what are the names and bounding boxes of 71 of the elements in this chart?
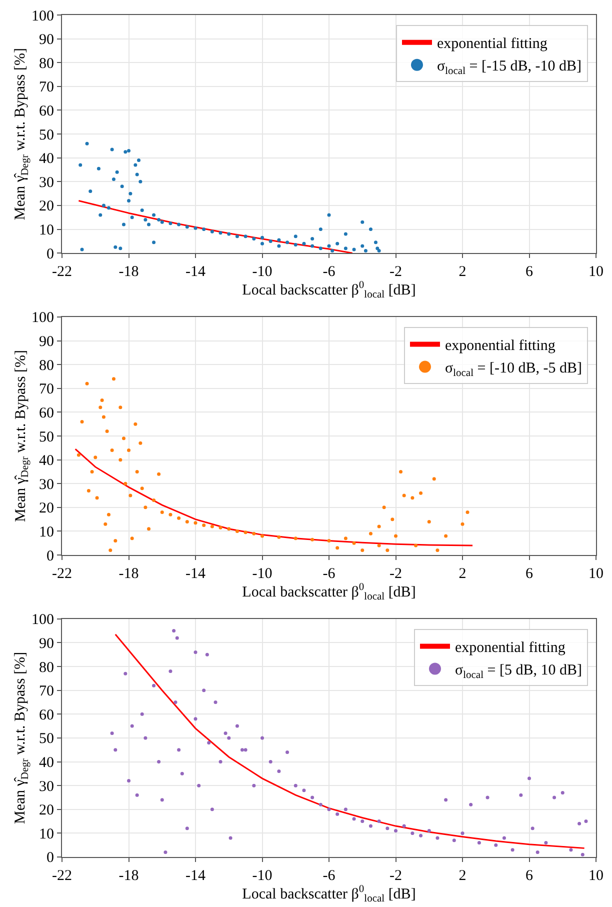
x-tick-label: -18 <box>118 264 139 280</box>
x-tick-label: 10 <box>588 566 604 582</box>
x-tick-label: 10 <box>588 868 604 884</box>
y-tick-label: 0 <box>46 246 54 262</box>
x-tick-label: 6 <box>526 868 534 884</box>
line-series <box>74 448 474 546</box>
x-tick-label: 2 <box>458 868 466 884</box>
legend-label: σ$_{local}$ = [5 dB, 10 dB] <box>454 662 582 681</box>
y-tick-label: 70 <box>39 80 54 96</box>
x-tick-label: -22 <box>52 264 72 280</box>
y-tick-label: 50 <box>39 731 54 748</box>
y-tick-label: 30 <box>39 476 54 493</box>
y-tick-label: 90 <box>39 334 54 350</box>
x-tick-label: -6 <box>322 566 336 582</box>
y-tick-label: 40 <box>39 453 54 470</box>
y-tick-label: 50 <box>39 127 54 144</box>
legend-label: exponential fitting <box>454 640 566 656</box>
y-tick-label: 40 <box>39 151 54 168</box>
y-tick-label: 80 <box>39 56 54 72</box>
x-tick-label: -10 <box>252 868 272 884</box>
y-tick-label: 10 <box>39 524 54 540</box>
x-tick-label: -18 <box>118 868 139 884</box>
y-tick-label: 90 <box>39 32 54 48</box>
x-tick-label: -10 <box>252 264 272 280</box>
x-tick-label: -18 <box>118 566 139 582</box>
y-tick-label: 20 <box>39 802 54 819</box>
y-tick-label: 100 <box>32 310 54 326</box>
y-tick-label: 80 <box>39 660 54 676</box>
x-tick-label: -2 <box>390 566 402 582</box>
y-tick-label: 30 <box>39 174 54 191</box>
x-tick-label: -22 <box>52 566 72 582</box>
legend-label: exponential fitting <box>436 36 548 52</box>
x-tick-label: 10 <box>588 264 604 280</box>
x-tick-label: 2 <box>458 264 466 280</box>
y-tick-label: 60 <box>39 405 54 422</box>
y-tick-label: 20 <box>39 198 54 215</box>
x-tick-label: 2 <box>458 566 466 582</box>
y-tick-label: 0 <box>46 850 54 866</box>
legend-label: σ$_{local}$ = [-10 dB, -5 dB] <box>444 360 582 379</box>
x-tick-label: 6 <box>526 264 534 280</box>
y-tick-label: 60 <box>39 103 54 120</box>
y-tick-label: 10 <box>39 222 54 239</box>
x-tick-label: -6 <box>322 264 336 280</box>
y-tick-label: 30 <box>39 778 54 795</box>
x-tick-label: 6 <box>526 566 534 582</box>
x-axis-title: Local backscatter β$^{0}$$_{local}$ [dB] <box>242 280 416 301</box>
y-tick-label: 70 <box>39 684 54 700</box>
y-tick-label: 10 <box>39 826 54 842</box>
legend-label: exponential fitting <box>444 338 556 354</box>
x-tick-label: -10 <box>252 566 272 582</box>
legend-label: σ$_{local}$ = [-15 dB, -10 dB] <box>436 58 582 77</box>
y-tick-label: 100 <box>32 612 54 628</box>
y-tick-label: 50 <box>39 429 54 446</box>
y-tick-label: 70 <box>39 382 54 398</box>
x-tick-label: -2 <box>390 264 402 280</box>
x-tick-label: -6 <box>322 868 336 884</box>
y-tick-label: 20 <box>39 500 54 517</box>
y-tick-label: 60 <box>39 707 54 724</box>
x-tick-label: -14 <box>186 566 206 582</box>
x-axis-title: Local backscatter β$^{0}$$_{local}$ [dB] <box>242 884 416 904</box>
y-tick-label: 0 <box>46 548 54 564</box>
x-tick-label: -2 <box>390 868 402 884</box>
y-tick-label: 80 <box>39 358 54 374</box>
line-series <box>78 200 354 254</box>
x-tick-label: -22 <box>52 868 72 884</box>
y-tick-label: 40 <box>39 755 54 772</box>
y-tick-label: 100 <box>32 8 54 24</box>
x-tick-label: -14 <box>186 868 206 884</box>
x-axis-title: Local backscatter β$^{0}$$_{local}$ [dB] <box>242 582 416 602</box>
x-tick-label: -14 <box>186 264 206 280</box>
y-tick-label: 90 <box>39 636 54 652</box>
